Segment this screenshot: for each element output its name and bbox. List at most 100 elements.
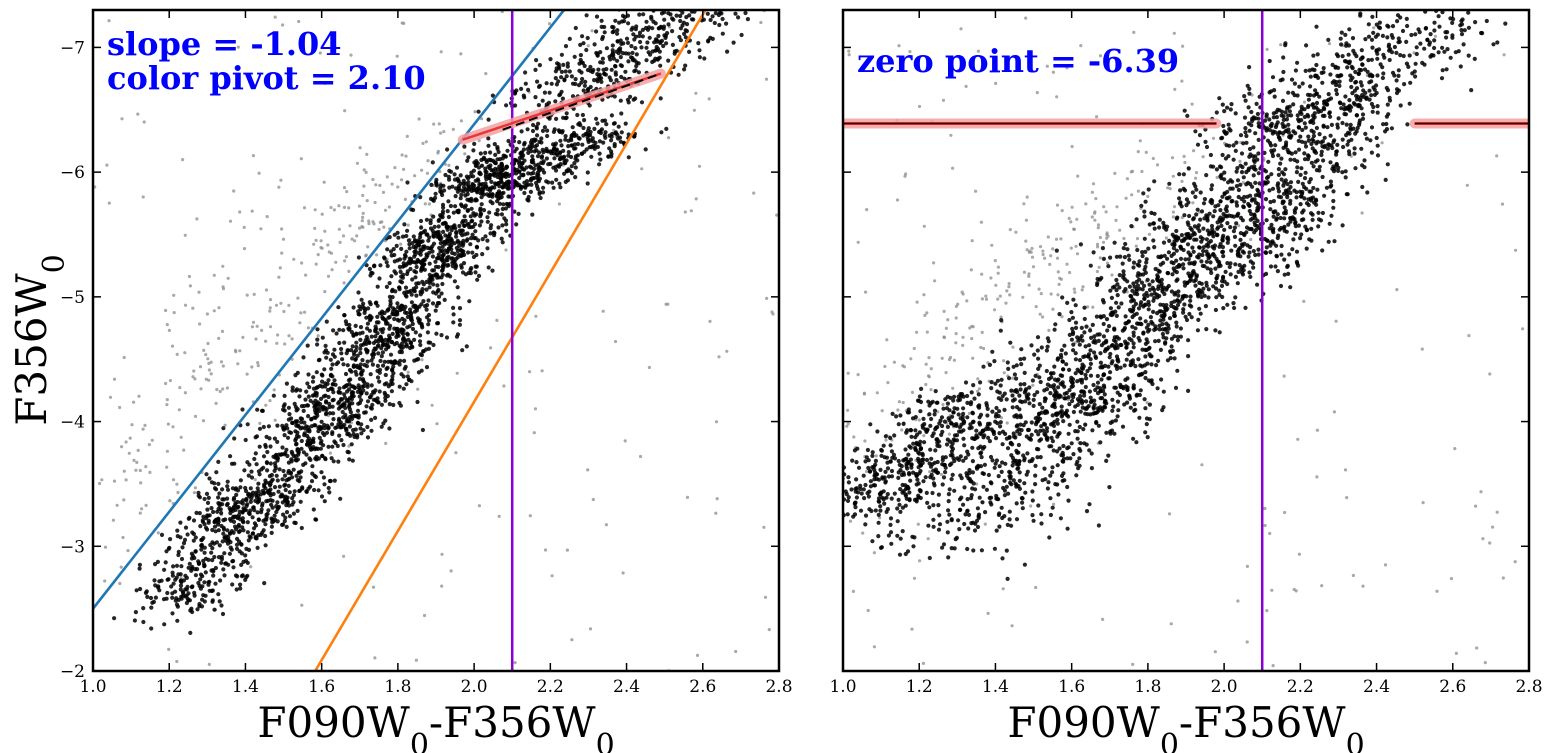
rejected-star-point	[1147, 232, 1151, 236]
selected-star-point	[359, 370, 364, 375]
selected-star-point	[451, 224, 456, 229]
selected-star-point	[459, 263, 464, 268]
selected-star-point	[978, 380, 983, 385]
rejected-star-point	[281, 237, 286, 241]
selected-star-point	[499, 180, 504, 185]
selected-star-point	[419, 368, 424, 373]
selected-star-point	[1004, 397, 1009, 402]
selected-star-point	[255, 407, 260, 412]
selected-star-point	[1035, 390, 1040, 395]
selected-star-point	[330, 382, 335, 387]
selected-star-point	[495, 167, 500, 172]
selected-star-point	[611, 56, 617, 61]
selected-star-point	[537, 139, 542, 144]
selected-star-point	[500, 167, 505, 172]
rejected-star-point	[764, 77, 769, 81]
selected-star-point	[392, 342, 397, 347]
rejected-star-point	[371, 177, 375, 182]
selected-star-point	[1020, 506, 1025, 511]
selected-star-point	[162, 567, 167, 572]
rejected-star-point	[303, 310, 307, 314]
selected-star-point	[196, 490, 201, 495]
selected-star-point	[821, 491, 825, 495]
rejected-star-point	[588, 627, 593, 631]
rejected-star-point	[915, 330, 919, 334]
rejected-star-point	[856, 240, 860, 244]
selected-star-point	[906, 452, 911, 457]
selected-star-point	[485, 246, 490, 251]
rejected-star-point	[329, 251, 334, 255]
selected-star-point	[382, 342, 387, 347]
rejected-star-point	[1079, 44, 1083, 48]
selected-star-point	[924, 457, 930, 463]
selected-star-point	[523, 81, 528, 86]
rejected-star-point	[1155, 163, 1160, 167]
selected-star-point	[521, 172, 526, 177]
rejected-star-point	[226, 276, 230, 280]
selected-star-point	[338, 496, 343, 501]
selected-star-point	[655, 0, 659, 4]
rejected-star-point	[823, 438, 826, 441]
left-axis-ticks: 1.0 1.2 1.4 1.6 1.8 2.0 2.2 2.4 2.6 2.8−2−3−4−5−6…	[60, 10, 793, 697]
selected-star-point	[479, 157, 484, 163]
selected-star-point	[1049, 444, 1054, 449]
selected-star-point	[845, 512, 850, 517]
selected-star-point	[546, 100, 552, 105]
selected-star-point	[898, 413, 903, 418]
rejected-star-point	[377, 227, 381, 231]
selected-star-point	[553, 99, 558, 104]
selected-star-point	[1008, 470, 1013, 475]
rejected-star-point	[961, 343, 965, 347]
selected-star-point	[970, 436, 975, 441]
selected-star-point	[385, 247, 390, 252]
selected-star-point	[202, 599, 207, 604]
y-tick-label: −3	[60, 537, 85, 557]
selected-star-point	[310, 379, 316, 384]
selected-star-point	[213, 565, 218, 571]
selected-star-point	[1140, 347, 1145, 352]
selected-star-point	[228, 454, 233, 459]
selected-star-point	[493, 152, 498, 157]
rejected-star-point	[1474, 504, 1478, 508]
selected-star-point	[306, 414, 311, 419]
rejected-star-point	[187, 274, 191, 279]
selected-star-point	[431, 282, 436, 287]
selected-star-point	[435, 289, 440, 294]
rejected-star-point	[385, 175, 389, 179]
selected-star-point	[173, 598, 178, 603]
selected-star-point	[1031, 403, 1036, 408]
rejected-star-point	[791, 452, 794, 455]
rejected-star-point	[202, 348, 206, 352]
rejected-star-point	[201, 419, 206, 423]
selected-star-point	[320, 373, 325, 378]
selected-star-point	[310, 393, 315, 398]
selected-star-point	[823, 506, 827, 510]
selected-star-point	[1078, 394, 1083, 399]
rejected-star-point	[1014, 230, 1018, 234]
selected-star-point	[350, 344, 355, 349]
selected-star-point	[430, 301, 436, 306]
selected-star-point	[424, 217, 429, 222]
selected-star-point	[326, 426, 331, 431]
selected-star-point	[541, 185, 546, 190]
selected-star-point	[475, 161, 480, 166]
rejected-star-point	[98, 481, 102, 486]
selected-star-point	[149, 605, 154, 610]
selected-star-point	[446, 263, 451, 268]
rejected-star-point	[820, 459, 823, 462]
selected-star-point	[342, 395, 347, 400]
rejected-star-point	[250, 365, 254, 369]
selected-star-point	[1105, 328, 1110, 333]
selected-star-point	[303, 397, 308, 402]
rejected-star-point	[1002, 371, 1006, 375]
selected-star-point	[1096, 338, 1101, 343]
selected-star-point	[1005, 576, 1010, 582]
selected-star-point	[544, 146, 549, 151]
selected-star-point	[885, 492, 890, 497]
selected-star-point	[395, 301, 400, 306]
selected-star-point	[231, 565, 236, 570]
selected-star-point	[1039, 521, 1044, 526]
selected-star-point	[854, 460, 859, 465]
rejected-star-point	[212, 309, 216, 313]
rejected-star-point	[165, 465, 169, 469]
